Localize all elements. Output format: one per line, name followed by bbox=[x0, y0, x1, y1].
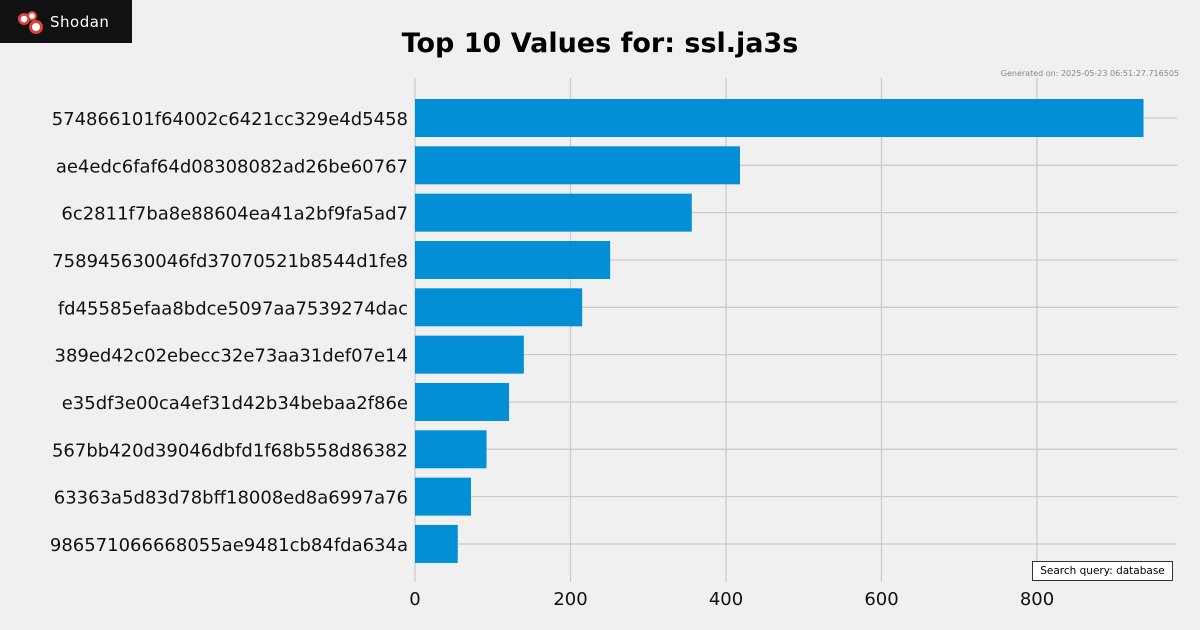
x-tick-label: 400 bbox=[709, 589, 743, 610]
x-tick-label: 200 bbox=[553, 589, 587, 610]
y-axis-labels: 574866101f64002c6421cc329e4d5458 ae4edc6f… bbox=[50, 109, 408, 556]
chart-title: Top 10 Values for: ssl.ja3s bbox=[401, 28, 799, 59]
search-query-label: Search query: database bbox=[1032, 561, 1173, 581]
y-tick-label: 986571066668055ae9481cb84fda634a bbox=[50, 535, 408, 556]
y-tick-label: 567bb420d39046dbfd1f68b558d86382 bbox=[52, 440, 408, 461]
bar bbox=[415, 335, 524, 374]
y-tick-label: 574866101f64002c6421cc329e4d5458 bbox=[52, 109, 408, 130]
bar bbox=[415, 193, 692, 232]
shodan-logo[interactable]: Shodan bbox=[0, 0, 132, 43]
bar bbox=[415, 288, 583, 327]
x-axis-labels: 0 200 400 600 800 bbox=[409, 589, 1054, 610]
shodan-logo-text: Shodan bbox=[50, 12, 110, 31]
bars bbox=[415, 99, 1144, 563]
x-tick-label: 600 bbox=[864, 589, 898, 610]
x-tick-label: 0 bbox=[409, 589, 420, 610]
y-tick-label: fd45585efaa8bdce5097aa7539274dac bbox=[58, 298, 408, 319]
bar bbox=[415, 240, 611, 279]
y-tick-label: e35df3e00ca4ef31d42b34bebaa2f86e bbox=[62, 393, 408, 414]
bar bbox=[415, 524, 458, 563]
bar bbox=[415, 99, 1144, 137]
x-tick-label: 800 bbox=[1020, 589, 1054, 610]
shodan-logo-icon bbox=[18, 10, 43, 34]
y-tick-label: 389ed42c02ebecc32e73aa31def07e14 bbox=[55, 346, 409, 367]
y-tick-label: 63363a5d83d78bff18008ed8a6997a76 bbox=[54, 488, 408, 509]
bar bbox=[415, 382, 510, 421]
bar bbox=[415, 477, 471, 516]
y-tick-label: ae4edc6faf64d08308082ad26be60767 bbox=[56, 156, 408, 177]
y-tick-label: 6c2811f7ba8e88604ea41a2bf9fa5ad7 bbox=[61, 204, 408, 225]
y-tick-label: 758945630046fd37070521b8544d1fe8 bbox=[52, 251, 408, 272]
bar bbox=[415, 146, 740, 185]
generated-timestamp: Generated on: 2025-05-23 06:51:27.716505 bbox=[1000, 69, 1179, 78]
bar bbox=[415, 430, 487, 469]
